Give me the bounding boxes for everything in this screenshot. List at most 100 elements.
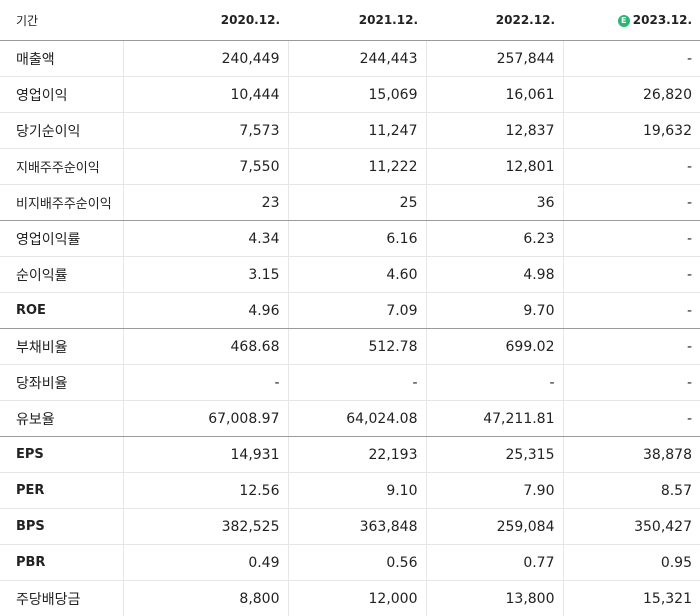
row-label: 당기순이익 [0,113,123,149]
cell-value: - [563,401,700,437]
row-label: 순이익률 [0,257,123,293]
cell-value: 4.96 [123,293,288,329]
cell-value: 350,427 [563,509,700,545]
cell-value: 0.56 [288,545,426,581]
row-label: 유보율 [0,401,123,437]
table-row: 영업이익 10,444 15,069 16,061 26,820 [0,77,700,113]
year-header-label: 2023.12. [633,13,692,27]
table-row: 영업이익률 4.34 6.16 6.23 - [0,221,700,257]
cell-value: 3.15 [123,257,288,293]
cell-value: - [426,365,563,401]
cell-value: 15,321 [563,581,700,616]
cell-value: 240,449 [123,41,288,77]
cell-value: - [563,149,700,185]
row-label: 매출액 [0,41,123,77]
cell-value: 0.95 [563,545,700,581]
cell-value: 64,024.08 [288,401,426,437]
cell-value: 4.98 [426,257,563,293]
row-label: 부채비율 [0,329,123,365]
cell-value: - [563,329,700,365]
row-label: PER [0,473,123,509]
cell-value: 0.77 [426,545,563,581]
cell-value: 10,444 [123,77,288,113]
row-label: 영업이익률 [0,221,123,257]
row-label: ROE [0,293,123,329]
cell-value: 7.90 [426,473,563,509]
cell-value: 382,525 [123,509,288,545]
cell-value: 244,443 [288,41,426,77]
cell-value: 257,844 [426,41,563,77]
cell-value: - [563,185,700,221]
cell-value: 12,837 [426,113,563,149]
cell-value: 12.56 [123,473,288,509]
row-label: EPS [0,437,123,473]
cell-value: 6.16 [288,221,426,257]
cell-value: 36 [426,185,563,221]
table-row: 지배주주순이익 7,550 11,222 12,801 - [0,149,700,185]
table-row: ROE 4.96 7.09 9.70 - [0,293,700,329]
cell-value: - [563,365,700,401]
cell-value: 16,061 [426,77,563,113]
table-row: 유보율 67,008.97 64,024.08 47,211.81 - [0,401,700,437]
estimate-badge-icon: E [618,15,630,27]
row-label: BPS [0,509,123,545]
table-row: 순이익률 3.15 4.60 4.98 - [0,257,700,293]
cell-value: 9.10 [288,473,426,509]
cell-value: 11,247 [288,113,426,149]
cell-value: 13,800 [426,581,563,616]
cell-value: 11,222 [288,149,426,185]
cell-value: 259,084 [426,509,563,545]
table-row: EPS 14,931 22,193 25,315 38,878 [0,437,700,473]
cell-value: 512.78 [288,329,426,365]
cell-value: - [563,41,700,77]
cell-value: 12,801 [426,149,563,185]
cell-value: 47,211.81 [426,401,563,437]
row-label: 지배주주순이익 [0,149,123,185]
table-row: PER 12.56 9.10 7.90 8.57 [0,473,700,509]
table-row: 주당배당금 8,800 12,000 13,800 15,321 [0,581,700,616]
cell-value: 12,000 [288,581,426,616]
table-row: 당기순이익 7,573 11,247 12,837 19,632 [0,113,700,149]
table-row: 부채비율 468.68 512.78 699.02 - [0,329,700,365]
cell-value: 9.70 [426,293,563,329]
table-row: PBR 0.49 0.56 0.77 0.95 [0,545,700,581]
period-header: 기간 [0,0,123,41]
cell-value: 6.23 [426,221,563,257]
table-row: 매출액 240,449 244,443 257,844 - [0,41,700,77]
table-row: 당좌비율 - - - - [0,365,700,401]
cell-value: - [288,365,426,401]
row-label: 주당배당금 [0,581,123,616]
cell-value: 26,820 [563,77,700,113]
cell-value: - [563,257,700,293]
cell-value: 468.68 [123,329,288,365]
row-label: 당좌비율 [0,365,123,401]
cell-value: - [123,365,288,401]
year-header: 2021.12. [288,0,426,41]
cell-value: - [563,293,700,329]
cell-value: 25 [288,185,426,221]
row-label: 영업이익 [0,77,123,113]
cell-value: 0.49 [123,545,288,581]
cell-value: 14,931 [123,437,288,473]
cell-value: - [563,221,700,257]
cell-value: 23 [123,185,288,221]
cell-value: 8.57 [563,473,700,509]
cell-value: 4.60 [288,257,426,293]
row-label: 비지배주주순이익 [0,185,123,221]
cell-value: 19,632 [563,113,700,149]
cell-value: 22,193 [288,437,426,473]
year-header: 2022.12. [426,0,563,41]
cell-value: 7.09 [288,293,426,329]
cell-value: 15,069 [288,77,426,113]
cell-value: 363,848 [288,509,426,545]
cell-value: 7,573 [123,113,288,149]
cell-value: 38,878 [563,437,700,473]
cell-value: 8,800 [123,581,288,616]
table-row: BPS 382,525 363,848 259,084 350,427 [0,509,700,545]
cell-value: 699.02 [426,329,563,365]
year-header: 2020.12. [123,0,288,41]
cell-value: 7,550 [123,149,288,185]
